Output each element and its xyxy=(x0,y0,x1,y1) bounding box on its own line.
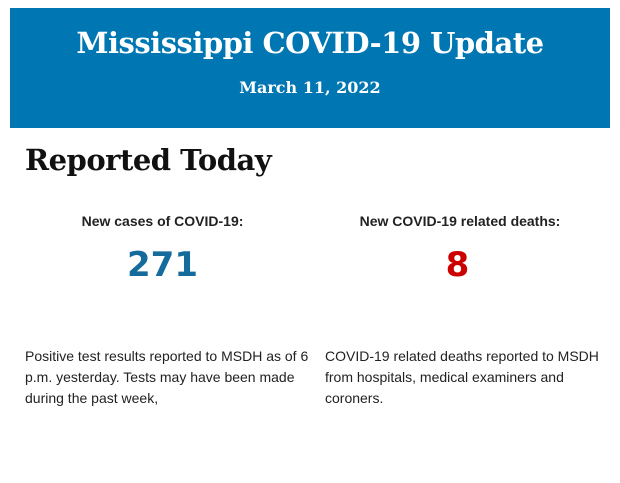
deaths-value: 8 xyxy=(445,245,470,285)
deaths-label: New COVID-19 related deaths: xyxy=(359,213,561,229)
cases-value: 271 xyxy=(127,245,198,285)
cases-description: Positive test results reported to MSDH a… xyxy=(25,348,309,406)
cases-label: New cases of COVID-19: xyxy=(81,213,244,229)
deaths-description: COVID-19 related deaths reported to MSDH… xyxy=(325,348,599,406)
deaths-stat: New COVID-19 related deaths: 8 xyxy=(325,213,615,285)
page-title: Mississippi COVID-19 Update xyxy=(76,26,544,60)
section-title: Reported Today xyxy=(25,143,272,177)
update-date: March 11, 2022 xyxy=(239,78,381,97)
header-banner: Mississippi COVID-19 Update March 11, 20… xyxy=(10,8,610,128)
cases-stat: New cases of COVID-19: 271 xyxy=(25,213,315,285)
